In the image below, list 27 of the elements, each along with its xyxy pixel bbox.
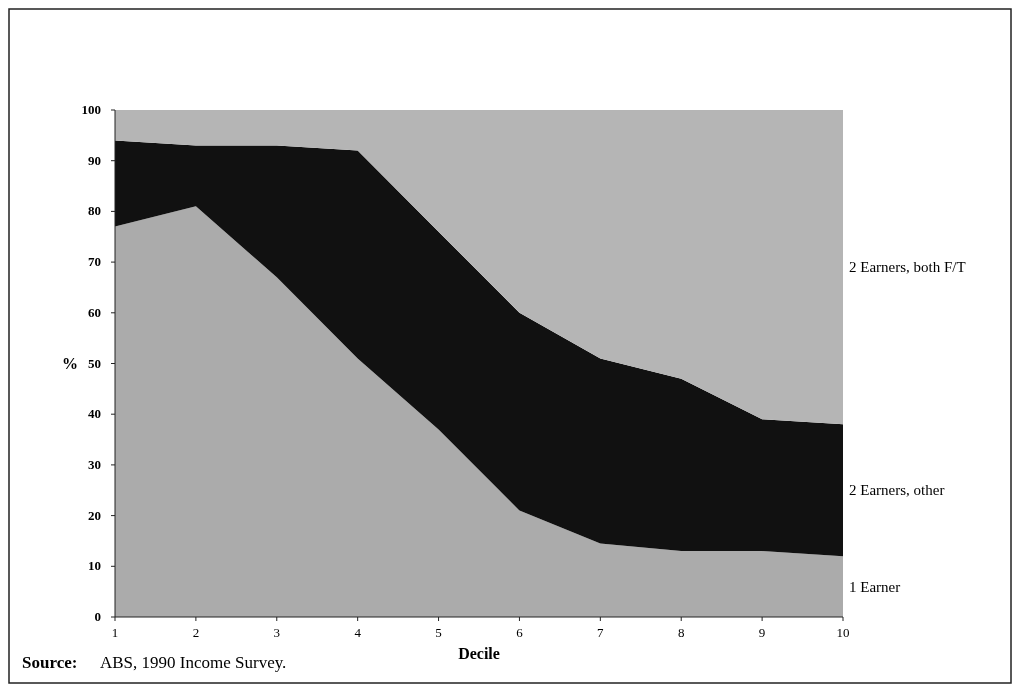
y-tick-label: 70 [88, 254, 101, 270]
x-tick-label: 8 [677, 625, 685, 640]
x-tick-label: 9 [758, 625, 766, 640]
y-tick-label: 40 [88, 406, 101, 422]
y-tick-label: 80 [88, 203, 101, 219]
y-axis-title: % [62, 354, 78, 372]
y-tick-label: 90 [88, 152, 101, 168]
x-tick-label: 6 [516, 625, 524, 640]
x-tick-label: 7 [597, 625, 605, 640]
x-tick-label: 3 [273, 625, 281, 640]
x-tick-label: 5 [435, 625, 442, 640]
x-axis-title: Decile [458, 645, 500, 662]
series-label: 2 Earners, both F/T [849, 259, 966, 276]
x-tick-label: 1 [111, 625, 119, 640]
y-tick-label: 0 [94, 609, 101, 624]
x-tick-label: 2 [192, 625, 200, 640]
y-tick-label: 60 [88, 304, 101, 320]
x-tick-label: 4 [354, 625, 362, 640]
y-tick-label: 10 [88, 558, 101, 574]
y-tick-label: 100 [81, 102, 101, 117]
y-tick-label: 30 [88, 456, 101, 472]
x-tick-label: 10 [836, 625, 850, 640]
y-tick-label: 20 [88, 507, 101, 523]
series-label: 1 Earner [849, 578, 901, 595]
y-tick-label: 50 [88, 355, 101, 371]
series-label: 2 Earners, other [849, 482, 945, 499]
text: Source: ABS, 1990 Income Survey. [22, 653, 287, 672]
